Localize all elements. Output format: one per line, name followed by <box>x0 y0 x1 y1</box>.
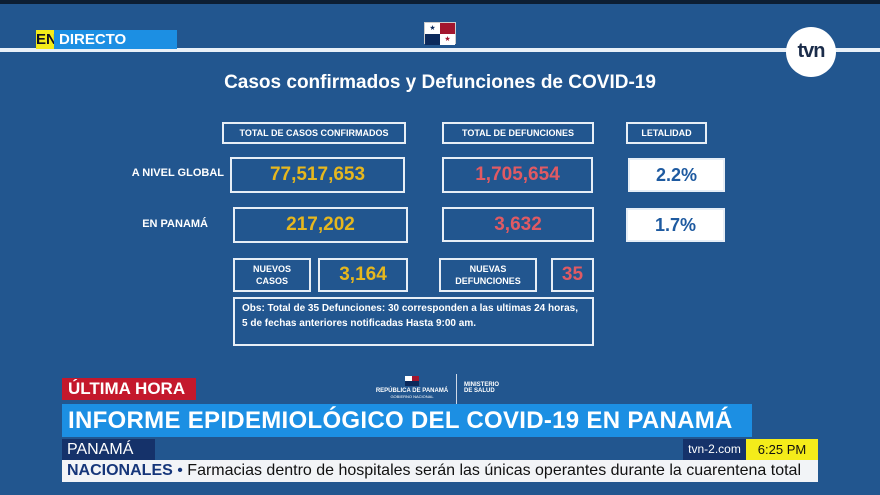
divider-line <box>0 48 880 52</box>
new-cases-label-line2: CASOS <box>255 276 288 286</box>
clock: 6:25 PM <box>746 439 818 460</box>
header-total-deaths: TOTAL DE DEFUNCIONES <box>442 122 594 144</box>
ticker-category: NACIONALES <box>67 462 173 479</box>
panama-flag-icon: ★ ★ <box>424 22 456 45</box>
new-cases-label: NUEVOS CASOS <box>233 258 311 292</box>
new-deaths-label: NUEVAS DEFUNCIONES <box>439 258 537 292</box>
headline-banner: INFORME EPIDEMIOLÓGICO DEL COVID-19 EN P… <box>62 404 752 437</box>
header-total-cases: TOTAL DE CASOS CONFIRMADOS <box>222 122 406 144</box>
live-directo-badge: DIRECTO <box>54 30 177 49</box>
government-text: GOBIERNO NACIONAL <box>390 394 434 399</box>
observation-note: Obs: Total de 35 Defunciones: 30 corresp… <box>233 297 594 346</box>
row-label-global: A NIVEL GLOBAL <box>131 167 224 179</box>
new-deaths-value: 35 <box>551 258 594 292</box>
bullet-icon: • <box>177 462 183 479</box>
global-deaths-value: 1,705,654 <box>442 157 593 193</box>
panama-lethality-value: 1.7% <box>626 208 725 242</box>
ministry-text-1: MINISTERIO <box>464 382 500 388</box>
website-label: tvn-2.com <box>683 439 746 460</box>
panama-cases-value: 217,202 <box>233 207 408 243</box>
new-cases-value: 3,164 <box>318 258 408 292</box>
small-flag-icon <box>405 376 419 386</box>
ministry-logo: REPÚBLICA DE PANAMÁ GOBIERNO NACIONAL MI… <box>372 374 522 404</box>
global-lethality-value: 2.2% <box>628 158 725 192</box>
republic-text: REPÚBLICA DE PANAMÁ <box>375 388 449 394</box>
location-label: PANAMÁ <box>62 439 155 460</box>
new-cases-label-line1: NUEVOS <box>252 264 291 274</box>
breaking-news-badge: ÚLTIMA HORA <box>62 378 196 400</box>
panama-deaths-value: 3,632 <box>442 207 594 242</box>
top-edge <box>0 0 880 4</box>
new-deaths-label-line2: DEFUNCIONES <box>455 276 521 286</box>
new-deaths-label-line1: NUEVAS <box>469 264 507 274</box>
news-ticker: NACIONALES • Farmacias dentro de hospita… <box>62 460 818 482</box>
ticker-text: Farmacias dentro de hospitales serán las… <box>187 462 801 479</box>
global-cases-value: 77,517,653 <box>230 157 405 193</box>
live-en-badge: EN <box>36 30 57 49</box>
ministry-text-2: DE SALUD <box>464 388 495 394</box>
tvn-logo: tvn <box>786 27 836 77</box>
row-label-panama: EN PANAMÁ <box>142 218 208 230</box>
header-lethality: LETALIDAD <box>626 122 707 144</box>
page-title: Casos confirmados y Defunciones de COVID… <box>224 72 656 93</box>
